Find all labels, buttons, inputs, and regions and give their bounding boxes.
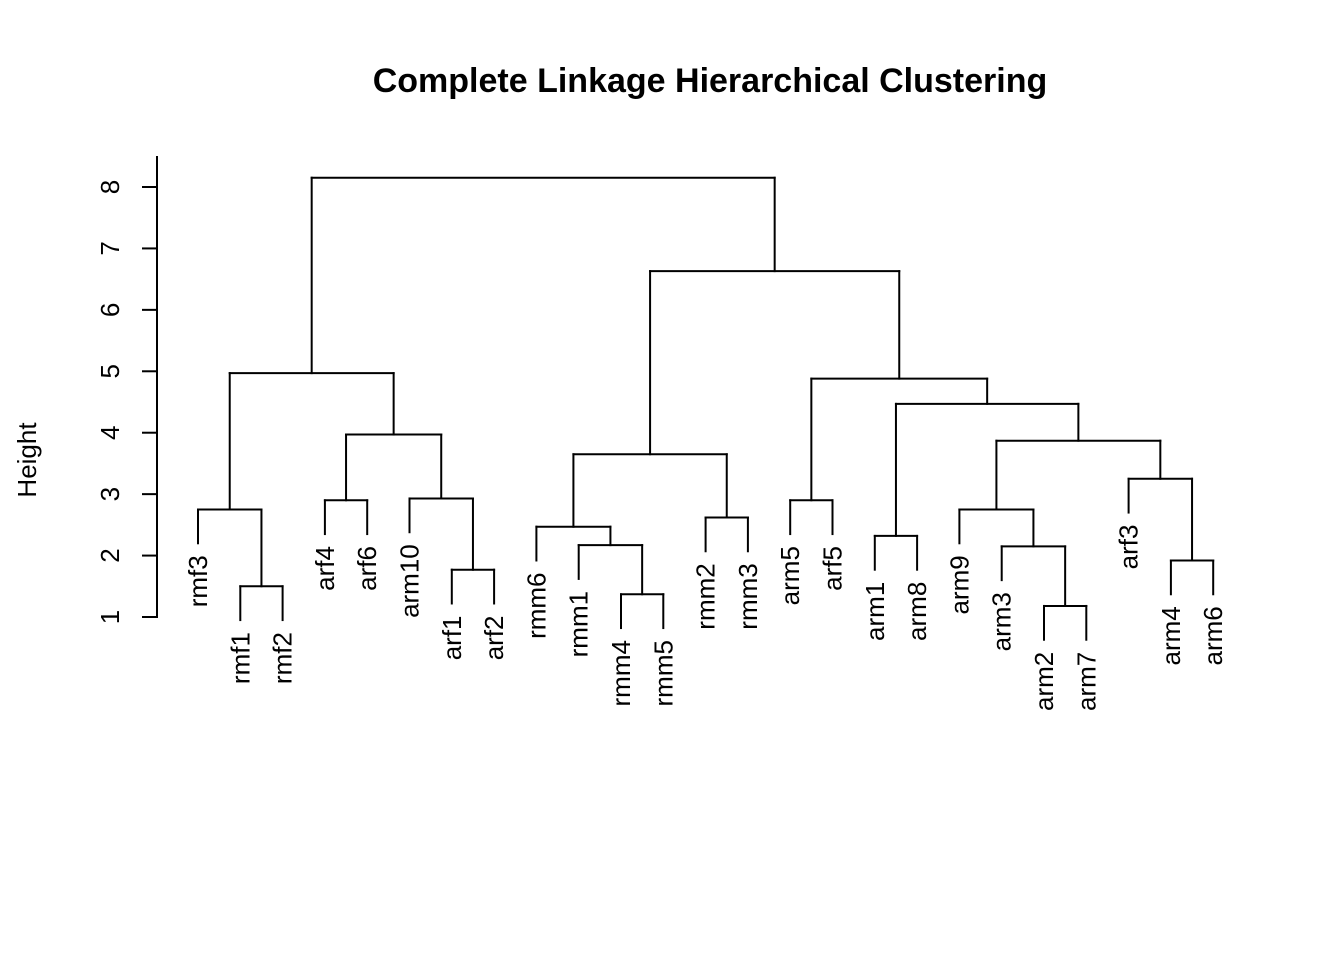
leaf-label-rmf3: rmf3: [183, 555, 213, 607]
leaf-label-rmm2: rmm2: [691, 563, 721, 629]
y-tick-label: 8: [95, 180, 125, 194]
dendrogram-tree: [197, 176, 1215, 641]
chart-title: Complete Linkage Hierarchical Clustering: [373, 62, 1048, 100]
leaf-label-rmm1: rmm1: [564, 591, 594, 657]
leaf-label-rmm4: rmm4: [606, 640, 636, 706]
leaf-label-rmm6: rmm6: [521, 572, 551, 638]
y-axis-label: Height: [12, 422, 42, 498]
y-tick-label: 2: [95, 548, 125, 562]
leaf-label-arm8: arm8: [902, 582, 932, 641]
y-tick-label: 7: [95, 241, 125, 255]
leaf-label-arf3: arf3: [1114, 525, 1144, 570]
leaf-label-arf6: arf6: [352, 546, 382, 591]
leaf-label-arm5: arm5: [775, 546, 805, 605]
leaf-label-rmm3: rmm3: [733, 563, 763, 629]
leaf-label-arm7: arm7: [1071, 652, 1101, 711]
leaf-label-arm9: arm9: [944, 555, 974, 614]
y-tick-label: 3: [95, 487, 125, 501]
y-tick-label: 4: [95, 425, 125, 439]
leaf-label-arf1: arf1: [437, 615, 467, 660]
y-tick-label: 6: [95, 303, 125, 317]
y-axis: 1 2 3 4 5 6 7 8: [95, 156, 158, 624]
leaf-label-arm4: arm4: [1156, 606, 1186, 665]
leaf-label-rmm5: rmm5: [648, 640, 678, 706]
leaf-label-rmf2: rmf2: [268, 632, 298, 684]
leaf-label-arm3: arm3: [987, 592, 1017, 651]
leaf-label-arm2: arm2: [1029, 652, 1059, 711]
leaf-label-arf4: arf4: [310, 546, 340, 591]
y-tick-label: 5: [95, 364, 125, 378]
y-tick-label: 1: [95, 610, 125, 624]
leaf-label-arm1: arm1: [860, 582, 890, 641]
leaf-label-arf2: arf2: [479, 615, 509, 660]
leaf-label-rmf1: rmf1: [225, 632, 255, 684]
leaf-labels: rmf1 rmf2 rmf3 arf4 arf6 arf1 arf2 arm10 rmm4 rmm…: [183, 525, 1228, 711]
leaf-label-arf5: arf5: [818, 546, 848, 591]
leaf-label-arm10: arm10: [395, 544, 425, 618]
leaf-label-arm6: arm6: [1198, 606, 1228, 665]
